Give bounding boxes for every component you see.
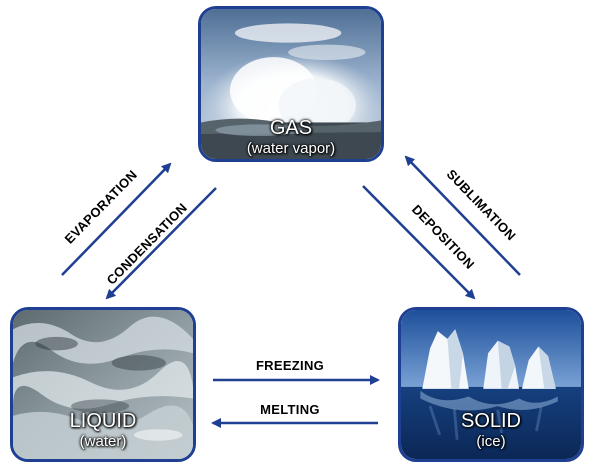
solid-label: SOLID <box>460 410 522 432</box>
deposition-arrow <box>362 185 476 300</box>
liquid-sublabel: (water) <box>79 433 127 450</box>
freezing-label: FREEZING <box>256 358 324 373</box>
liquid-node: LIQUID (water) <box>10 307 196 462</box>
iceberg-image <box>401 310 581 459</box>
solid-node: SOLID (ice) <box>398 307 584 462</box>
sublimation-arrow <box>404 155 521 276</box>
deposition-label: DEPOSITION <box>409 202 478 272</box>
liquid-label: LIQUID <box>69 410 137 432</box>
melting-label: MELTING <box>260 402 320 417</box>
gas-node: GAS (water vapor) <box>198 6 384 162</box>
sublimation-label: SUBLIMATION <box>444 166 519 243</box>
condensation-label: CONDENSATION <box>104 200 190 288</box>
geyser-image <box>201 9 381 159</box>
gas-sublabel: (water vapor) <box>246 140 336 157</box>
solid-sublabel: (ice) <box>476 433 506 450</box>
gas-label: GAS <box>269 117 313 139</box>
evaporation-arrow <box>61 162 172 276</box>
water-image <box>13 310 193 459</box>
condensation-arrow <box>105 187 217 300</box>
